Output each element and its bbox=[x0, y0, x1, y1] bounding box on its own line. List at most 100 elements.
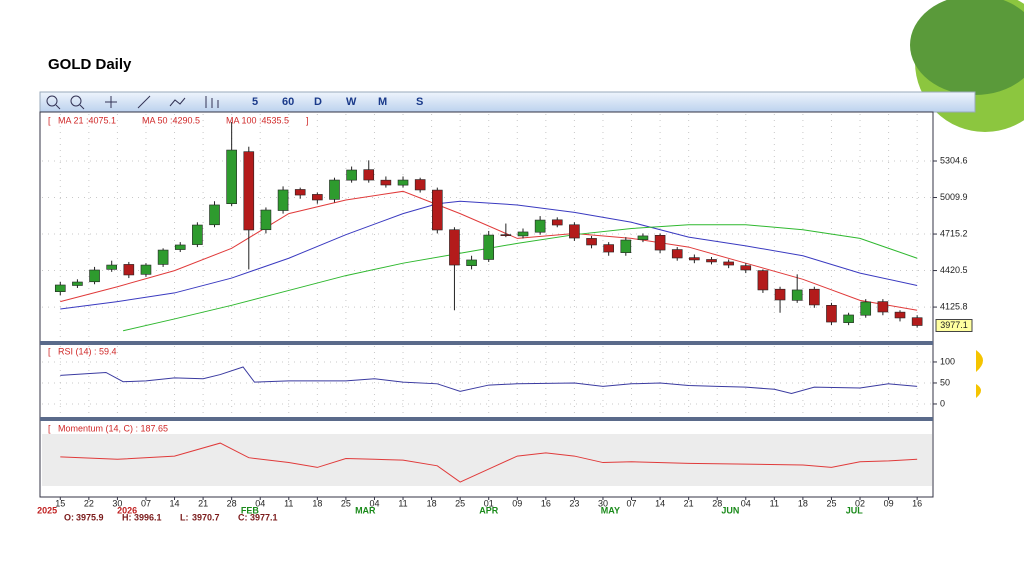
x-tick-label: 25 bbox=[341, 498, 351, 508]
ohlc-label: C: bbox=[238, 512, 248, 522]
candle-body bbox=[449, 229, 460, 266]
y-tick-label: 0 bbox=[940, 398, 945, 408]
candle-body bbox=[209, 204, 220, 226]
rsi-legend: RSI (14) : 59.4 bbox=[58, 346, 117, 356]
y-tick-label: 4125.8 bbox=[940, 301, 968, 311]
x-tick-label: 04 bbox=[369, 498, 379, 508]
toolbar-icons bbox=[46, 95, 219, 110]
toolbar-button[interactable]: D bbox=[314, 96, 322, 108]
y-tick-label: 100 bbox=[940, 356, 955, 366]
draw-tool-icon[interactable] bbox=[169, 97, 186, 107]
candle-body bbox=[312, 194, 323, 201]
x-tick-label: 22 bbox=[84, 498, 94, 508]
candle-body bbox=[551, 219, 563, 226]
x-tick-label: 18 bbox=[427, 498, 437, 508]
candle-body bbox=[774, 288, 786, 301]
x-tick-label: 15 bbox=[55, 498, 65, 508]
x-tick-label: 16 bbox=[912, 498, 922, 508]
candle-body bbox=[243, 151, 255, 231]
ohlc-label: O: bbox=[64, 512, 74, 522]
price-badge-label: 3977.1 bbox=[940, 320, 968, 330]
x-tick-label: 07 bbox=[141, 498, 151, 508]
x-tick-label: 28 bbox=[712, 498, 722, 508]
x-tick-label: 04 bbox=[255, 498, 265, 508]
period-label: APR bbox=[479, 505, 499, 515]
candle-body bbox=[877, 301, 889, 313]
x-tick-label: 07 bbox=[627, 498, 637, 508]
legend-entry: MA 50 :4290.5 bbox=[142, 115, 200, 125]
legend-entry: MA 100 :4535.5 bbox=[226, 115, 289, 125]
candle-body bbox=[89, 269, 100, 283]
candle-body bbox=[791, 289, 803, 301]
x-tick-label: 09 bbox=[884, 498, 894, 508]
candle-body bbox=[192, 224, 203, 245]
candle-body bbox=[500, 234, 512, 236]
legend-entry: MA 21 :4075.1 bbox=[58, 115, 116, 125]
candle-body bbox=[620, 239, 632, 253]
chart bbox=[39, 111, 934, 498]
x-tick-label: 28 bbox=[227, 498, 237, 508]
moving-average-line bbox=[60, 200, 918, 310]
ohlc-label: L: bbox=[180, 512, 189, 522]
period-label: FEB bbox=[241, 505, 260, 515]
candle-body bbox=[586, 238, 597, 246]
momentum-band bbox=[42, 434, 932, 486]
candle-body bbox=[723, 261, 734, 266]
x-tick-label: 01 bbox=[484, 498, 494, 508]
period-label: MAR bbox=[355, 505, 376, 515]
candle-body bbox=[706, 259, 717, 263]
x-tick-label: 02 bbox=[855, 498, 865, 508]
candle-body bbox=[483, 234, 495, 260]
x-tick-label: 11 bbox=[770, 498, 779, 508]
candle-body bbox=[826, 305, 837, 323]
toolbar-button[interactable]: S bbox=[416, 96, 423, 108]
candle-body bbox=[809, 288, 820, 306]
toolbar-button[interactable]: W bbox=[346, 96, 357, 108]
y-tick-label: 5304.6 bbox=[940, 155, 968, 165]
toolbar bbox=[39, 91, 976, 113]
ohlc-value: 3970.7 bbox=[192, 512, 220, 522]
y-tick-label: 4420.5 bbox=[940, 265, 968, 275]
candle-body bbox=[346, 169, 357, 181]
slide-title: GOLD Daily bbox=[48, 56, 132, 73]
candle-body bbox=[140, 264, 152, 275]
candle-body bbox=[414, 179, 426, 191]
toolbar-button[interactable]: 5 bbox=[252, 96, 258, 108]
decor-tab bbox=[976, 350, 983, 372]
icon-part bbox=[79, 104, 85, 110]
candle-body bbox=[466, 259, 477, 266]
x-tick-label: 25 bbox=[455, 498, 465, 508]
decor-ellipse bbox=[910, 0, 1024, 95]
toolbar-button[interactable]: 60 bbox=[282, 96, 294, 108]
candle-body bbox=[534, 219, 546, 233]
candle-body bbox=[123, 264, 135, 276]
toolbar-button[interactable]: M bbox=[378, 96, 387, 108]
x-tick-label: 14 bbox=[170, 498, 180, 508]
period-label: JUL bbox=[846, 505, 864, 515]
candle-body bbox=[671, 249, 683, 259]
x-tick-label: 30 bbox=[112, 498, 122, 508]
candle-body bbox=[740, 265, 752, 271]
x-tick-label: 18 bbox=[312, 498, 322, 508]
x-tick-label: 04 bbox=[741, 498, 751, 508]
ohlc-label: H: bbox=[122, 512, 132, 522]
x-tick-label: 21 bbox=[198, 498, 208, 508]
candle-body bbox=[226, 149, 237, 205]
moving-average-line bbox=[123, 224, 918, 332]
candle-body bbox=[689, 257, 700, 261]
candle-body bbox=[157, 249, 169, 265]
legend-bracket: ] bbox=[306, 115, 309, 125]
bar-type-icon[interactable] bbox=[205, 96, 219, 108]
line-tool-icon[interactable] bbox=[137, 95, 151, 109]
ohlc-value: 3996.1 bbox=[134, 512, 162, 522]
candle-body bbox=[637, 235, 649, 240]
zoom-out-icon[interactable] bbox=[70, 95, 82, 107]
candle-body bbox=[72, 281, 83, 286]
candle-body bbox=[106, 264, 117, 270]
zoom-in-icon[interactable] bbox=[46, 95, 58, 107]
candle-body bbox=[603, 244, 614, 253]
price-badge bbox=[935, 318, 973, 332]
crosshair-icon[interactable] bbox=[105, 96, 117, 108]
